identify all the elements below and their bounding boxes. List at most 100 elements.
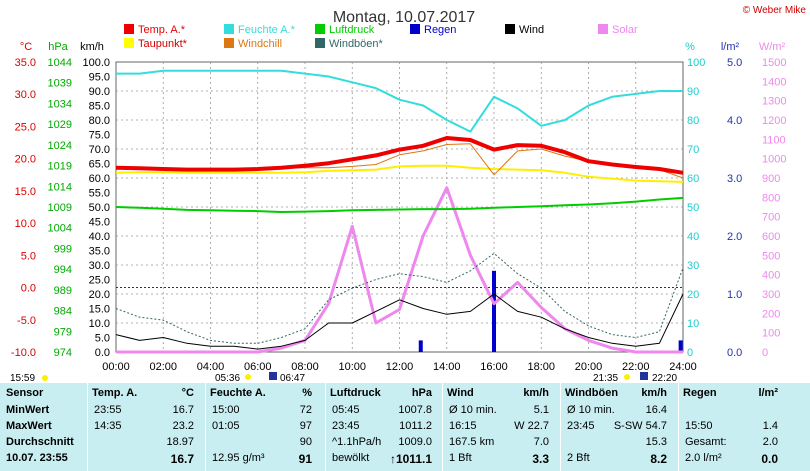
cell-time: bewölkt <box>332 452 370 464</box>
row-label: MaxWert <box>6 420 52 432</box>
legend-swatch <box>505 24 515 34</box>
wind-tick-label: 45.0 <box>89 217 110 229</box>
cell-value: 91 <box>298 452 312 466</box>
legend-label: Regen <box>424 24 456 36</box>
legend-swatch <box>315 24 325 34</box>
cell-time: 2.0 l/m² <box>685 452 722 464</box>
rain-tick-label: 5.0 <box>727 57 742 69</box>
pressure-tick-label: 994 <box>54 264 72 276</box>
temp-tick-label: -5.0 <box>17 315 36 327</box>
table-header-label: Sensor <box>6 387 44 399</box>
row-label: Durchschnitt <box>6 436 74 448</box>
wind-tick-label: 30.0 <box>89 260 110 272</box>
legend-swatch <box>124 38 134 48</box>
cell-time: ^1.1hPa/h <box>332 436 382 448</box>
wind-tick-label: 35.0 <box>89 246 110 258</box>
time-tick-label: 04:00 <box>197 361 225 373</box>
table-header-label: Regen <box>683 387 717 399</box>
solar-tick-label: 200 <box>762 308 780 320</box>
legend-label: Windchill <box>238 38 282 50</box>
time-tick-label: 02:00 <box>149 361 177 373</box>
table-row: 10.07. 23:55 16.7 12.95 g/m³ 91 bewölkt ↑1011… <box>0 452 810 468</box>
cell-time: 23:45 <box>332 420 360 432</box>
time-tick-label: 08:00 <box>291 361 319 373</box>
humidity-tick-label: 10 <box>687 318 699 330</box>
legend-label: Wind <box>519 24 544 36</box>
cell-value: 90 <box>299 436 312 448</box>
cell-value: 5.1 <box>533 404 549 416</box>
chart-title: Montag, 10.07.2017 <box>333 9 475 26</box>
temp-tick-label: 10.0 <box>15 218 36 230</box>
humidity-tick-label: 0 <box>687 347 693 359</box>
pressure-tick-label: 1014 <box>48 181 72 193</box>
cell-value: 1007.8 <box>398 404 432 416</box>
cell-time: 15:00 <box>212 404 240 416</box>
cell-value: 23.2 <box>172 420 194 432</box>
wind-unit-label: km/h <box>80 41 104 53</box>
cell-value: 72 <box>299 404 312 416</box>
temp-unit-label: °C <box>20 41 32 53</box>
wind-tick-label: 85.0 <box>89 101 110 113</box>
pressure-tick-label: 1009 <box>48 202 72 214</box>
table-header-label: Wind <box>447 387 474 399</box>
cell-time: 14:35 <box>94 420 122 432</box>
sunset-start-label: 21:35 <box>593 373 618 383</box>
pressure-unit-label: hPa <box>48 41 68 53</box>
cell-value: 1009.0 <box>398 436 432 448</box>
pressure-tick-label: 989 <box>54 285 72 297</box>
pressure-tick-label: 1039 <box>48 78 72 90</box>
cell-time: 167.5 km <box>449 436 495 448</box>
solar-tick-label: 100 <box>762 328 780 340</box>
cell-time: 23:55 <box>94 404 122 416</box>
legend-swatch <box>124 24 134 34</box>
table-header-unit: l/m² <box>758 387 778 399</box>
cell-time: Ø 10 min. <box>567 404 615 416</box>
rain-bars <box>418 270 683 352</box>
temp-tick-label: -10.0 <box>11 347 36 359</box>
pressure-tick-label: 1024 <box>48 140 72 152</box>
wind-tick-label: 15.0 <box>89 304 110 316</box>
solar-tick-label: 700 <box>762 212 780 224</box>
series-solar <box>116 186 683 354</box>
solar-tick-label: 0 <box>762 347 768 359</box>
cell-value: 3.3 <box>532 452 549 466</box>
cell-time: Ø 10 min. <box>449 404 497 416</box>
column-divider <box>442 383 443 471</box>
humidity-tick-label: 70 <box>687 144 699 156</box>
rain-bar <box>492 270 496 352</box>
time-tick-label: 24:00 <box>669 361 697 373</box>
copyright-label: © Weber Mike <box>743 5 807 16</box>
humidity-tick-label: 80 <box>687 115 699 127</box>
cell-value: S-SW 54.7 <box>613 420 667 432</box>
wind-tick-label: 50.0 <box>89 202 110 214</box>
series-lines <box>115 69 684 354</box>
table-header-label: Luftdruck <box>330 387 381 399</box>
weather-chart: Montag, 10.07.2017 © Weber Mike Temp. A.… <box>10 5 807 383</box>
rain-tick-label: 3.0 <box>727 173 742 185</box>
pressure-tick-label: 1019 <box>48 161 72 173</box>
rain-tick-label: 1.0 <box>727 289 742 301</box>
temp-tick-label: 15.0 <box>15 186 36 198</box>
sun-icon <box>624 374 630 380</box>
cell-value: 15.3 <box>645 436 667 448</box>
time-tick-label: 14:00 <box>433 361 461 373</box>
column-divider <box>205 383 206 471</box>
wind-tick-label: 40.0 <box>89 231 110 243</box>
pressure-tick-label: 1044 <box>48 57 72 69</box>
solar-unit-label: W/m² <box>759 41 786 53</box>
table-header-unit: % <box>302 387 312 399</box>
legend-label: Windböen* <box>329 38 384 50</box>
cell-time: 2 Bft <box>567 452 590 464</box>
pressure-tick-label: 1004 <box>48 223 72 235</box>
rain-tick-label: 0.0 <box>727 347 742 359</box>
humidity-tick-label: 40 <box>687 231 699 243</box>
time-tick-label: 00:00 <box>102 361 130 373</box>
cell-value: 16.7 <box>170 452 194 466</box>
pressure-tick-label: 974 <box>54 347 72 359</box>
legend-label: Temp. A.* <box>138 24 186 36</box>
series-tempa <box>115 136 684 175</box>
legend-label: Taupunkt* <box>138 38 188 50</box>
cell-time: 1 Bft <box>449 452 472 464</box>
cell-time: 05:45 <box>332 404 360 416</box>
cell-time: 16:15 <box>449 420 477 432</box>
